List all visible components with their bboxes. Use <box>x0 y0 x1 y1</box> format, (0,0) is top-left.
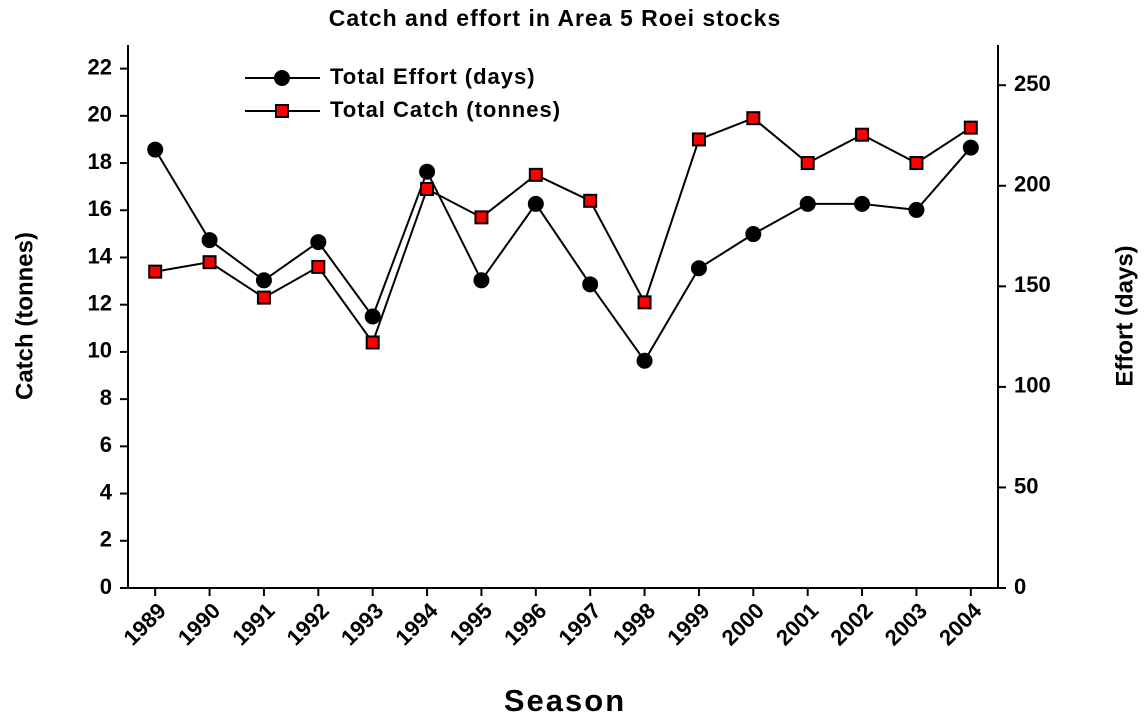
y2-axis-label: Effort (days) <box>1111 245 1138 386</box>
data-point <box>527 195 544 212</box>
x-tick-label: 1990 <box>173 598 225 650</box>
x-tick-label: 2004 <box>934 597 987 650</box>
x-tick-label: 1999 <box>662 598 714 650</box>
data-point <box>201 232 218 249</box>
data-point <box>419 163 436 180</box>
data-point <box>800 156 815 171</box>
data-point <box>147 141 164 158</box>
data-point <box>799 195 816 212</box>
y-tick-label: 0 <box>100 574 112 599</box>
data-point <box>583 193 598 208</box>
y-tick-label: 14 <box>88 243 113 268</box>
data-point <box>473 272 490 289</box>
data-point <box>310 234 327 251</box>
y-tick-label: 12 <box>88 291 112 316</box>
data-point <box>311 259 326 274</box>
legend-label: Total Catch (tonnes) <box>330 97 561 122</box>
x-tick-label: 1994 <box>390 597 443 650</box>
data-point <box>364 308 381 325</box>
data-point <box>690 260 707 277</box>
x-tick-label: 2001 <box>771 598 823 650</box>
x-tick-label: 1993 <box>336 598 388 650</box>
y2-tick-label: 250 <box>1014 71 1051 96</box>
x-tick-label: 1995 <box>445 598 497 650</box>
data-point <box>474 210 489 225</box>
series-line <box>155 117 972 345</box>
series-line <box>154 146 972 363</box>
x-tick-label: 2000 <box>717 598 769 650</box>
data-point <box>962 139 979 156</box>
data-point <box>365 335 380 350</box>
x-tick-label: 2003 <box>880 598 932 650</box>
data-point <box>202 255 217 270</box>
data-point <box>909 156 924 171</box>
y-tick-label: 22 <box>88 54 112 79</box>
data-point <box>420 182 435 197</box>
y-tick-label: 20 <box>88 102 112 127</box>
data-point <box>745 226 762 243</box>
x-tick-label: 1996 <box>499 598 551 650</box>
x-tick-label: 1997 <box>554 598 606 650</box>
data-point <box>636 352 653 369</box>
data-point <box>854 195 871 212</box>
data-point <box>746 111 761 126</box>
x-tick-label: 1991 <box>227 598 279 650</box>
x-tick-label: 1992 <box>282 598 334 650</box>
x-tick-label: 1998 <box>608 598 660 650</box>
data-point <box>908 201 925 218</box>
x-axis-label: Season <box>504 683 626 718</box>
legend-marker <box>274 70 290 86</box>
y-axis-label: Catch (tonnes) <box>11 232 38 400</box>
y2-tick-label: 200 <box>1014 172 1051 197</box>
y2-tick-label: 0 <box>1014 574 1026 599</box>
data-point <box>963 120 978 135</box>
data-point <box>855 127 870 142</box>
y2-tick-label: 50 <box>1014 473 1038 498</box>
data-point <box>528 167 543 182</box>
y2-tick-label: 100 <box>1014 373 1051 398</box>
data-point <box>582 276 599 293</box>
y-tick-label: 18 <box>88 149 112 174</box>
y-tick-label: 2 <box>100 527 112 552</box>
x-tick-label: 2002 <box>825 598 877 650</box>
legend-label: Total Effort (days) <box>330 64 536 89</box>
data-point <box>637 295 652 310</box>
chart-title: Catch and effort in Area 5 Roei stocks <box>329 5 782 31</box>
y2-tick-label: 150 <box>1014 272 1051 297</box>
y-tick-label: 8 <box>100 385 112 410</box>
data-point <box>255 272 272 289</box>
y-tick-label: 6 <box>100 432 112 457</box>
data-point <box>256 290 271 305</box>
y-tick-label: 16 <box>88 196 112 221</box>
y-tick-label: 4 <box>100 479 113 504</box>
y-tick-label: 10 <box>88 338 112 363</box>
legend-marker <box>275 104 289 118</box>
data-point <box>691 132 706 147</box>
x-tick-label: 1989 <box>119 598 171 650</box>
data-point <box>148 264 163 279</box>
